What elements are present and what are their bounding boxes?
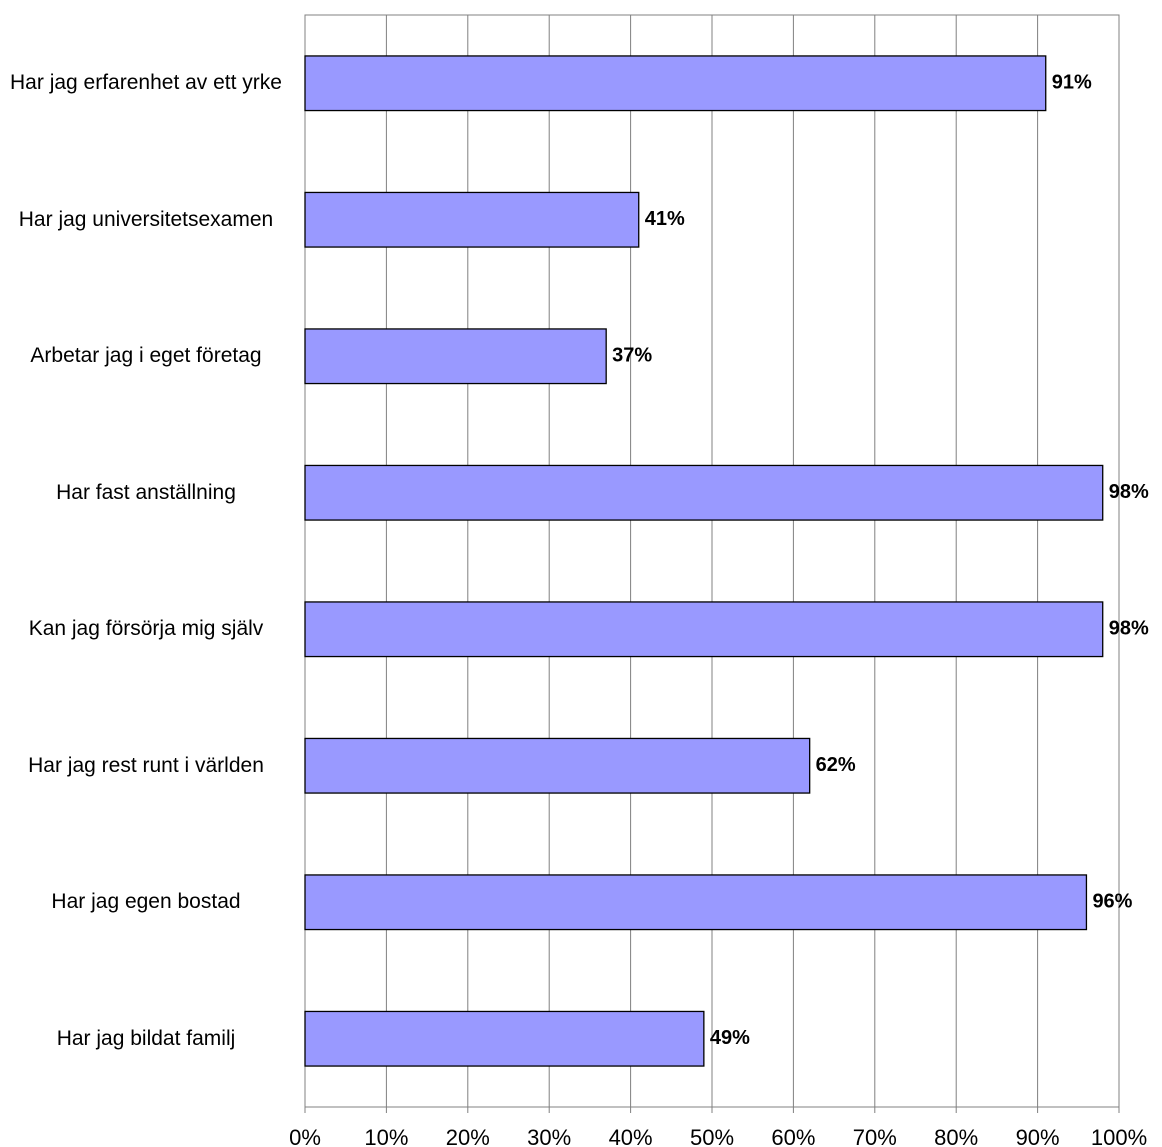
bar xyxy=(304,191,640,248)
x-tick-label: 90% xyxy=(1016,1125,1060,1147)
x-tick-label: 20% xyxy=(446,1125,490,1147)
bar xyxy=(304,601,1104,658)
value-label: 49% xyxy=(710,1027,750,1049)
category-label: Har jag egen bostad xyxy=(51,890,241,914)
value-label: 62% xyxy=(816,754,856,776)
value-label: 98% xyxy=(1109,481,1149,503)
x-tick-label: 0% xyxy=(289,1125,321,1147)
x-tick-label: 60% xyxy=(771,1125,815,1147)
value-label: 91% xyxy=(1052,72,1092,94)
bar xyxy=(304,737,811,794)
bar xyxy=(304,328,607,385)
x-tick-label: 80% xyxy=(934,1125,978,1147)
x-tick-label: 40% xyxy=(609,1125,653,1147)
category-label: Har jag universitetsexamen xyxy=(18,207,274,231)
value-label: 96% xyxy=(1092,891,1132,913)
x-tick-label: 100% xyxy=(1091,1125,1147,1147)
bar xyxy=(304,1010,705,1067)
x-tick-label: 30% xyxy=(527,1125,571,1147)
bar xyxy=(304,55,1047,112)
category-label: Har fast anställning xyxy=(56,480,236,504)
category-label: Har jag bildat familj xyxy=(56,1026,236,1050)
value-label: 37% xyxy=(612,345,652,367)
value-label: 41% xyxy=(645,208,685,230)
value-label: 98% xyxy=(1109,618,1149,640)
bar xyxy=(304,874,1088,931)
x-tick-label: 10% xyxy=(364,1125,408,1147)
plot-border xyxy=(304,14,1120,1108)
category-label: Har jag rest runt i världen xyxy=(28,753,264,777)
category-label: Har jag erfarenhet av ett yrke xyxy=(10,71,282,95)
category-label: Kan jag försörja mig själv xyxy=(28,617,264,641)
category-label: Arbetar jag i eget företag xyxy=(30,344,262,368)
x-tick-label: 50% xyxy=(690,1125,734,1147)
bar xyxy=(304,464,1104,521)
x-tick-label: 70% xyxy=(853,1125,897,1147)
